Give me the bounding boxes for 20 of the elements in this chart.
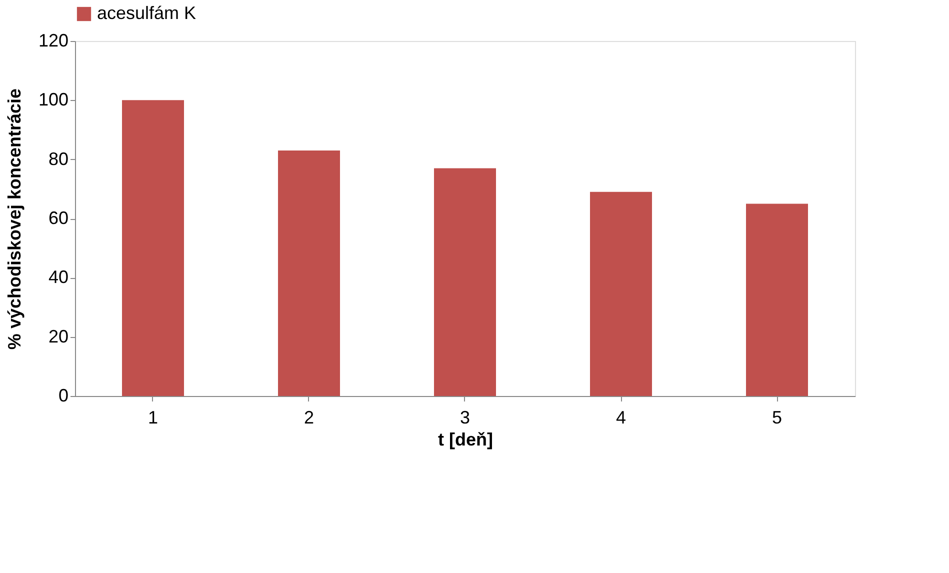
x-tick-label: 5 [772, 408, 782, 428]
y-tick-label: 0 [58, 386, 68, 406]
x-tick-label: 2 [304, 408, 314, 428]
bar [746, 204, 808, 396]
y-tick-label: 20 [48, 326, 68, 346]
x-axis-title: t [deň] [438, 430, 493, 450]
x-tick-label: 4 [616, 408, 626, 428]
bar [590, 192, 652, 396]
y-tick-label: 80 [48, 148, 68, 169]
y-axis-title: % východiskovej koncentrácie [4, 88, 24, 350]
bar [434, 168, 496, 396]
legend-label: acesulfám K [97, 3, 196, 23]
x-tick-label: 1 [148, 408, 158, 428]
y-tick-label: 120 [38, 30, 68, 50]
bar [122, 100, 184, 396]
x-tick-label: 3 [460, 408, 470, 428]
y-tick-label: 60 [48, 208, 68, 228]
y-tick-label: 100 [38, 90, 68, 110]
y-tick-label: 40 [48, 267, 68, 288]
bar [278, 150, 340, 396]
